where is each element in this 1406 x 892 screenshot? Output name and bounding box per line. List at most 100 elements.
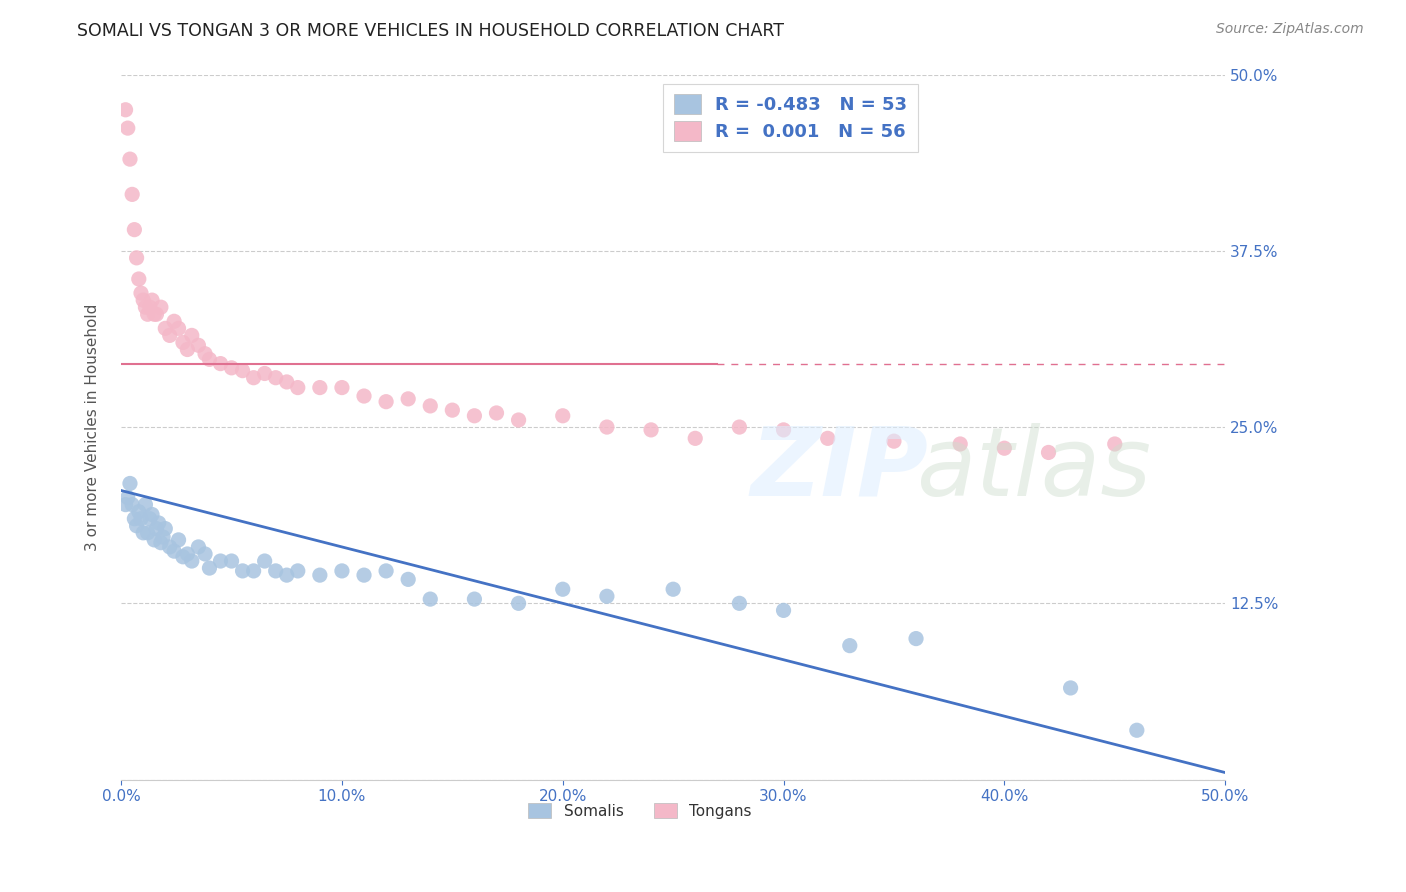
Point [441,403,464,417]
Point [242,564,264,578]
Point [949,437,972,451]
Point [551,582,574,597]
Point [551,409,574,423]
Point [463,592,485,607]
Point [485,406,508,420]
Point [121,187,143,202]
Point [118,476,141,491]
Point [353,389,375,403]
Point [772,603,794,617]
Point [141,508,163,522]
Point [264,564,287,578]
Point [143,307,166,321]
Point [209,357,232,371]
Point [194,347,217,361]
Point [118,152,141,166]
Point [993,441,1015,455]
Point [139,512,162,526]
Point [276,375,298,389]
Point [172,335,194,350]
Point [209,554,232,568]
Point [221,360,243,375]
Point [596,589,619,603]
Point [419,592,441,607]
Point [772,423,794,437]
Text: Source: ZipAtlas.com: Source: ZipAtlas.com [1216,22,1364,37]
Point [330,564,353,578]
Point [683,431,706,445]
Point [124,222,146,236]
Point [308,381,330,395]
Legend: Somalis, Tongans: Somalis, Tongans [522,797,758,825]
Point [396,392,419,406]
Point [221,554,243,568]
Point [121,498,143,512]
Point [155,522,177,536]
Point [114,103,136,117]
Point [180,554,202,568]
Point [180,328,202,343]
Point [253,554,276,568]
Point [148,516,170,530]
Point [728,596,751,610]
Point [124,512,146,526]
Point [149,300,172,314]
Point [129,512,152,526]
Text: ZIP: ZIP [751,423,928,516]
Point [640,423,662,437]
Point [728,420,751,434]
Point [508,596,530,610]
Point [152,530,174,544]
Point [172,549,194,564]
Point [198,352,221,367]
Point [353,568,375,582]
Point [232,364,254,378]
Point [134,300,156,314]
Text: SOMALI VS TONGAN 3 OR MORE VEHICLES IN HOUSEHOLD CORRELATION CHART: SOMALI VS TONGAN 3 OR MORE VEHICLES IN H… [77,22,785,40]
Point [308,568,330,582]
Point [276,568,298,582]
Point [136,525,159,540]
Point [132,293,155,307]
Point [253,367,276,381]
Point [375,394,398,409]
Point [187,540,209,554]
Point [125,251,148,265]
Point [149,535,172,549]
Point [419,399,441,413]
Point [159,328,181,343]
Point [1059,681,1081,695]
Point [145,307,167,321]
Point [134,498,156,512]
Point [187,338,209,352]
Point [508,413,530,427]
Point [375,564,398,578]
Point [117,491,139,505]
Point [1126,723,1149,738]
Point [463,409,485,423]
Point [114,498,136,512]
Point [1104,437,1126,451]
Point [198,561,221,575]
Point [128,272,150,286]
Point [163,314,186,328]
Point [167,321,190,335]
Point [287,564,309,578]
Point [176,547,198,561]
Point [232,564,254,578]
Point [396,573,419,587]
Point [662,582,685,597]
Point [838,639,860,653]
Point [117,121,139,136]
Point [1038,445,1060,459]
Point [287,381,309,395]
Point [242,370,264,384]
Point [139,300,162,314]
Point [163,544,186,558]
Point [128,505,150,519]
Point [264,370,287,384]
Point [167,533,190,547]
Y-axis label: 3 or more Vehicles in Household: 3 or more Vehicles in Household [86,303,100,550]
Point [194,547,217,561]
Point [159,540,181,554]
